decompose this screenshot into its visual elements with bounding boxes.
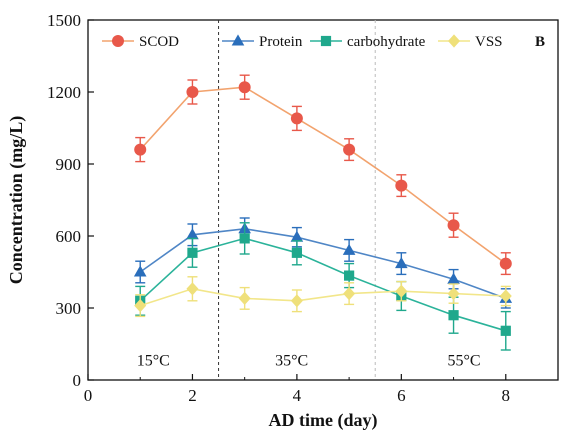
data-point-carbohydrate-3 bbox=[291, 247, 302, 258]
legend-marker-vss bbox=[448, 34, 460, 48]
legend-item-protein: Protein bbox=[222, 34, 303, 50]
data-point-vss-5 bbox=[395, 284, 408, 298]
x-tick-label-3: 6 bbox=[397, 386, 406, 405]
data-point-vss-3 bbox=[290, 294, 303, 308]
data-point-scod-7 bbox=[499, 257, 512, 270]
y-tick-label-0: 0 bbox=[73, 371, 82, 390]
data-point-scod-4 bbox=[343, 143, 356, 156]
temperature-label-2: 55°C bbox=[447, 353, 480, 370]
x-tick-label-0: 0 bbox=[84, 386, 93, 405]
data-point-carbohydrate-4 bbox=[344, 270, 355, 281]
annotations: 15°C 35°C 55°C bbox=[137, 353, 481, 370]
y-tick-label-1: 300 bbox=[56, 299, 82, 318]
legend-marker-protein bbox=[231, 34, 245, 46]
data-point-scod-6 bbox=[447, 219, 460, 232]
y-tick-label-2: 600 bbox=[56, 227, 82, 246]
legend-label-scod: SCOD bbox=[139, 34, 179, 50]
x-tick-label-4: 8 bbox=[502, 386, 511, 405]
data-point-scod-2 bbox=[238, 81, 251, 94]
data-point-carbohydrate-6 bbox=[448, 310, 459, 321]
separators bbox=[218, 20, 376, 380]
legend-item-vss: VSS bbox=[438, 34, 503, 50]
series-group bbox=[133, 74, 513, 351]
plot-frame bbox=[87, 19, 559, 381]
data-point-vss-6 bbox=[447, 287, 460, 301]
data-point-carbohydrate-2 bbox=[239, 233, 250, 244]
data-point-vss-0 bbox=[134, 299, 147, 313]
series-scod bbox=[134, 74, 512, 276]
legend-marker-carbohydrate bbox=[320, 35, 332, 47]
temperature-label-1: 35°C bbox=[275, 353, 308, 370]
legend-marker-scod bbox=[112, 35, 124, 47]
data-point-protein-6 bbox=[447, 272, 460, 284]
data-point-vss-2 bbox=[238, 291, 251, 305]
legend-label-protein: Protein bbox=[259, 34, 303, 50]
axes: 0 300 600 900 1200 1500 0 2 4 6 8 bbox=[47, 11, 510, 405]
legend-label-vss: VSS bbox=[475, 34, 503, 50]
legend-item-carbohydrate: carbohydrate bbox=[310, 34, 426, 50]
data-point-carbohydrate-7 bbox=[500, 325, 511, 336]
panel-label: B bbox=[535, 34, 545, 50]
series-vss bbox=[134, 276, 512, 318]
data-point-scod-3 bbox=[290, 112, 303, 125]
data-point-vss-1 bbox=[186, 282, 199, 296]
data-point-scod-1 bbox=[186, 86, 199, 98]
data-point-protein-3 bbox=[290, 230, 304, 242]
legend-label-carbohydrate: carbohydrate bbox=[347, 34, 426, 50]
series-line-carbohydrate bbox=[139, 237, 507, 332]
x-axis-title: AD time (day) bbox=[269, 410, 378, 431]
data-point-scod-0 bbox=[134, 143, 147, 156]
series-line-protein bbox=[139, 227, 507, 300]
series-protein bbox=[133, 217, 513, 309]
data-point-carbohydrate-1 bbox=[187, 247, 198, 258]
y-tick-label-3: 900 bbox=[56, 155, 82, 174]
series-line-vss bbox=[139, 287, 506, 307]
y-tick-label-4: 1200 bbox=[47, 83, 81, 102]
data-point-scod-5 bbox=[395, 179, 408, 192]
temperature-label-0: 15°C bbox=[137, 353, 170, 370]
y-axis-title: Concentration (mg/L) bbox=[6, 116, 27, 284]
data-point-protein-5 bbox=[395, 257, 408, 269]
data-point-protein-1 bbox=[186, 228, 199, 240]
y-tick-label-5: 1500 bbox=[47, 11, 81, 30]
legend-item-scod: SCOD bbox=[102, 34, 179, 50]
x-tick-label-2: 4 bbox=[293, 386, 302, 405]
legend: SCOD Protein carbohydrate VSS bbox=[102, 34, 503, 50]
data-point-vss-4 bbox=[343, 287, 356, 301]
data-point-protein-4 bbox=[342, 243, 356, 255]
data-point-vss-7 bbox=[499, 289, 512, 303]
data-point-protein-0 bbox=[133, 265, 147, 277]
series-line-scod bbox=[139, 86, 507, 265]
x-tick-label-1: 2 bbox=[188, 386, 197, 405]
